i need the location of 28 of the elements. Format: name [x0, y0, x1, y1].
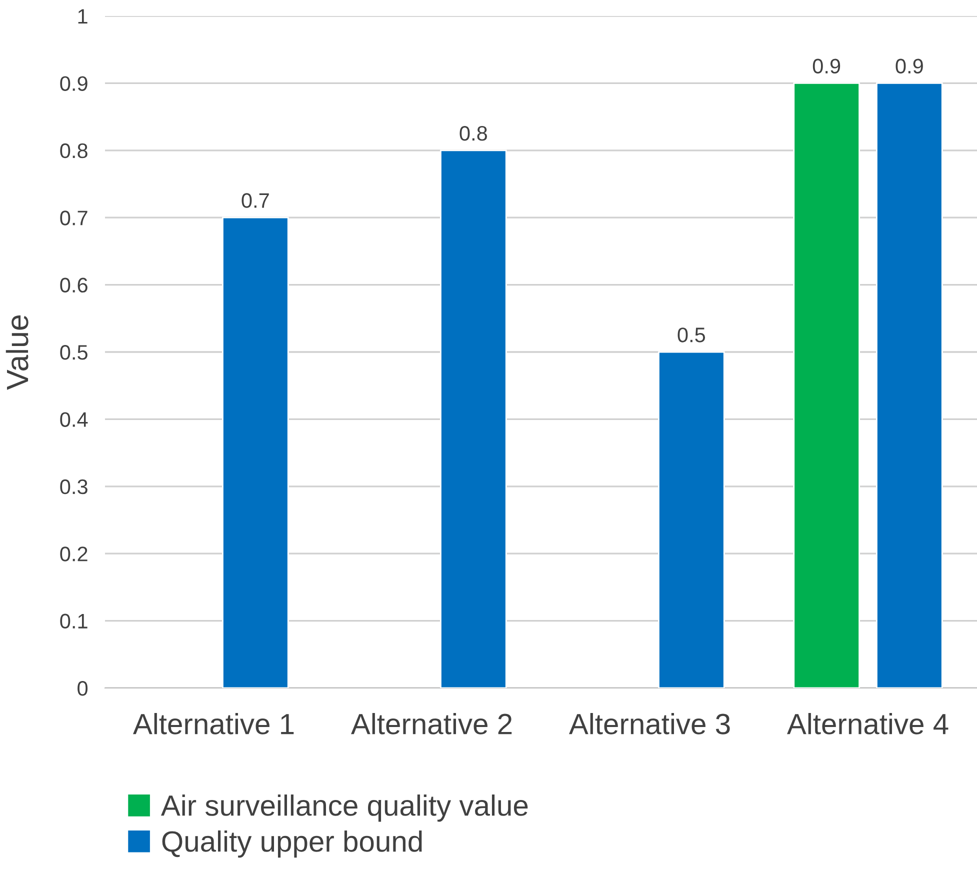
data-label: 0.9 [896, 58, 923, 74]
y-tick-label: 0.4 [60, 412, 88, 427]
bar [876, 82, 943, 688]
y-axis-title: Value [6, 315, 28, 390]
y-tick-label: 0.7 [60, 210, 88, 226]
x-tick-label: Alternative 4 [787, 713, 948, 734]
y-tick-label: 0.8 [60, 143, 88, 158]
legend-label: Air surveillance quality value [160, 794, 528, 822]
bar [658, 351, 725, 688]
bar [793, 82, 860, 688]
data-label: 0.7 [242, 193, 269, 208]
y-tick-label: 0.3 [60, 479, 88, 494]
y-tick-label: 1 [78, 9, 88, 24]
x-tick-label: Alternative 3 [569, 713, 730, 734]
bar [440, 150, 507, 688]
y-tick-label: 0.5 [60, 345, 88, 360]
bar [222, 216, 289, 688]
legend-label: Quality upper bound [162, 830, 422, 858]
data-label: 0.8 [460, 126, 487, 141]
y-tick-label: 0 [78, 681, 88, 696]
x-tick-label: Alternative 2 [351, 713, 512, 734]
data-label: 0.5 [678, 328, 706, 342]
data-label: 0.9 [812, 58, 840, 74]
y-tick-label: 0.2 [60, 546, 88, 562]
y-tick-label: 0.6 [60, 278, 88, 293]
x-tick-label: Alternative 1 [133, 713, 294, 734]
y-tick-label: 0.1 [60, 614, 88, 629]
y-tick-label: 0.9 [60, 76, 88, 91]
